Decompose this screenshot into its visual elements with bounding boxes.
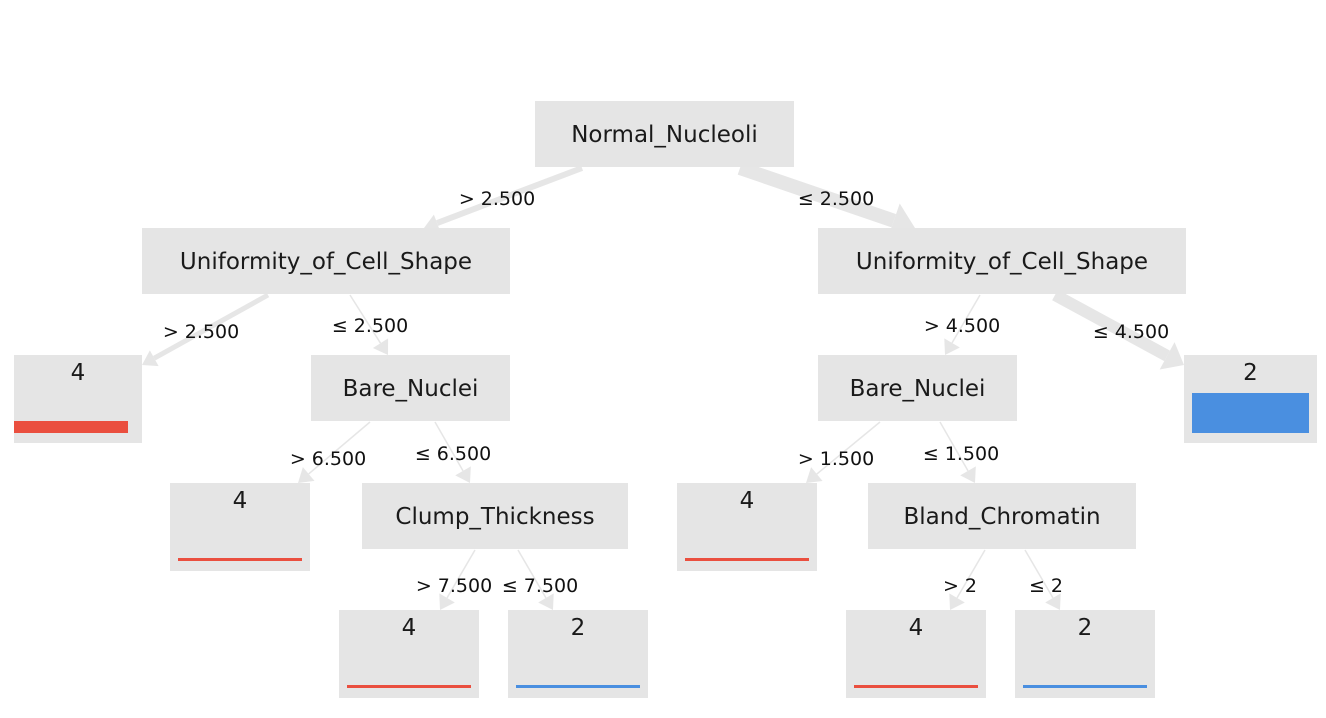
edge-arrowhead: [298, 467, 315, 483]
edge-n10-n14: [1024, 549, 1054, 599]
edge-label: > 4.500: [924, 315, 1000, 337]
edge-arrowhead: [439, 593, 455, 610]
edge-n4-n8: [434, 421, 464, 472]
class-bar: [854, 685, 978, 688]
leaf-node: 4: [846, 610, 986, 698]
edge-n8-n11: [446, 549, 476, 599]
edge-label: ≤ 2: [1029, 575, 1063, 597]
edge-label: > 2: [943, 575, 977, 597]
split-node: Bare_Nuclei: [818, 355, 1017, 421]
class-bar: [1023, 685, 1147, 688]
edge-arrowhead: [949, 593, 965, 610]
node-box: [311, 355, 510, 421]
class-bar: [516, 685, 640, 688]
split-node: Bland_Chromatin: [868, 483, 1136, 549]
node-box: [868, 483, 1136, 549]
leaf-node: 2: [508, 610, 648, 698]
edge-arrowhead: [1045, 593, 1061, 610]
class-bar: [178, 558, 302, 561]
edge-label: ≤ 4.500: [1093, 321, 1169, 343]
edge-n0-n2: [737, 161, 897, 228]
edge-n1-n4: [349, 294, 382, 344]
leaf-class-label: 2: [1243, 360, 1258, 386]
edge-n10-n13: [956, 549, 986, 599]
node-box: [508, 610, 648, 698]
node-box: [818, 355, 1017, 421]
edge-n5-n9: [816, 421, 881, 475]
class-bar: [685, 558, 809, 561]
edge-arrowhead: [960, 466, 976, 483]
edge-label: > 2.500: [459, 188, 535, 210]
edge-arrowhead: [538, 593, 554, 610]
edge-arrowhead: [424, 214, 441, 232]
edge-label: ≤ 2.500: [798, 188, 874, 210]
leaf-class-label: 2: [1078, 615, 1093, 641]
node-label: Normal_Nucleoli: [571, 122, 758, 148]
edge-n1-n3: [153, 292, 270, 361]
leaf-class-label: 4: [402, 615, 417, 641]
edge-arrowhead: [142, 350, 159, 367]
node-box: [362, 483, 628, 549]
leaf-class-label: 4: [71, 360, 86, 386]
node-label: Bare_Nuclei: [850, 376, 986, 402]
edge-label: > 7.500: [416, 575, 492, 597]
node-label: Uniformity_of_Cell_Shape: [856, 249, 1148, 275]
leaf-node: 4: [339, 610, 479, 698]
edge-labels-layer: > 2.500 ≤ 2.500 > 2.500 ≤ 2.500 > 4.500 ≤ 4.5…: [163, 188, 1169, 597]
edge-arrowhead: [372, 338, 389, 355]
leaf-node: 2: [1184, 355, 1317, 443]
edge-arrowhead: [455, 466, 471, 483]
node-label: Bare_Nuclei: [343, 376, 479, 402]
edge-label: > 6.500: [290, 448, 366, 470]
class-bar: [14, 421, 128, 433]
split-node: Uniformity_of_Cell_Shape: [142, 228, 510, 294]
split-node: Uniformity_of_Cell_Shape: [818, 228, 1186, 294]
leaf-node: 2: [1015, 610, 1155, 698]
leaf-class-label: 4: [740, 488, 755, 514]
edges-layer: [142, 161, 1184, 610]
leaf-node: 4: [14, 355, 142, 443]
leaf-class-label: 4: [233, 488, 248, 514]
leaf-class-label: 2: [571, 615, 586, 641]
edge-label: ≤ 7.500: [502, 575, 578, 597]
edge-label: ≤ 2.500: [332, 315, 408, 337]
edge-arrowhead: [1159, 342, 1184, 370]
class-bar: [1192, 393, 1309, 433]
edge-n0-n1: [436, 165, 584, 226]
split-node: Bare_Nuclei: [311, 355, 510, 421]
split-node: Normal_Nucleoli: [535, 101, 794, 167]
node-box: [142, 228, 510, 294]
class-bar: [347, 685, 471, 688]
node-label: Clump_Thickness: [395, 504, 594, 530]
nodes-layer: Normal_Nucleoli Uniformity_of_Cell_Shape U…: [14, 101, 1317, 698]
node-box: [535, 101, 794, 167]
node-box: [846, 610, 986, 698]
edge-arrowhead: [806, 467, 823, 483]
node-label: Uniformity_of_Cell_Shape: [180, 249, 472, 275]
split-node: Clump_Thickness: [362, 483, 628, 549]
node-box: [1015, 610, 1155, 698]
node-label: Bland_Chromatin: [903, 504, 1100, 530]
node-box: [339, 610, 479, 698]
leaf-node: 4: [170, 483, 310, 571]
leaf-node: 4: [677, 483, 817, 571]
edge-n2-n5: [951, 294, 981, 344]
edge-label: > 1.500: [798, 448, 874, 470]
edge-label: ≤ 1.500: [923, 443, 999, 465]
edge-label: > 2.500: [163, 321, 239, 343]
edge-arrowhead: [944, 338, 960, 355]
node-box: [677, 483, 817, 571]
node-box: [170, 483, 310, 571]
edge-n5-n10: [939, 421, 969, 472]
edge-n4-n7: [308, 421, 371, 475]
leaf-class-label: 4: [909, 615, 924, 641]
node-box: [818, 228, 1186, 294]
edge-label: ≤ 6.500: [415, 443, 491, 465]
edge-n8-n12: [517, 549, 547, 599]
edge-n2-n6: [1052, 289, 1170, 362]
